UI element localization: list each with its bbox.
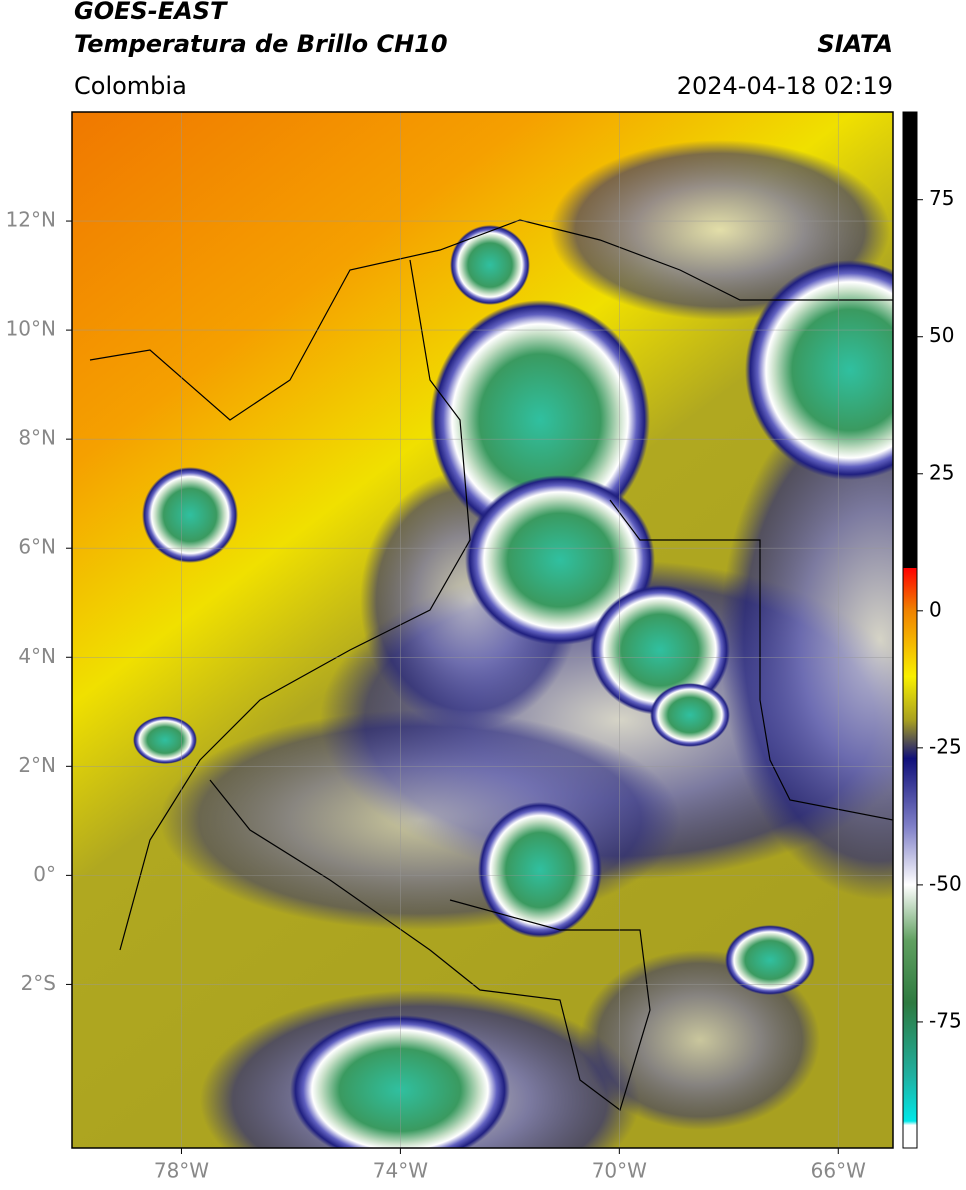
y-tick-label: 2°N <box>18 753 56 777</box>
y-tick-label: 8°N <box>18 426 56 450</box>
x-tick-label: 70°W <box>592 1159 647 1183</box>
subtitle: Temperatura de Brillo CH10 <box>74 30 448 58</box>
x-tick-label: 78°W <box>154 1159 209 1183</box>
y-tick-label: 6°N <box>18 535 56 559</box>
y-tick-label: 2°S <box>21 971 56 995</box>
colorbar-tick-label: -25 <box>929 734 962 758</box>
timestamp: 2024-04-18 02:19 <box>677 72 893 100</box>
y-tick-label: 12°N <box>6 208 56 232</box>
satellite-image <box>72 112 893 1148</box>
colorbar <box>902 111 918 1149</box>
x-tick-label: 66°W <box>811 1159 866 1183</box>
map-frame <box>71 111 894 1149</box>
grid <box>72 112 893 1148</box>
y-tick-label: 4°N <box>18 644 56 668</box>
title: GOES-EAST <box>74 0 228 25</box>
y-tick-label: 10°N <box>6 317 56 341</box>
y-tick-label: 0° <box>33 862 56 886</box>
region: Colombia <box>74 72 187 100</box>
colorbar-tick-label: 75 <box>929 186 954 210</box>
colorbar-tick-label: 50 <box>929 323 954 347</box>
colorbar-tick-label: -50 <box>929 871 962 895</box>
colorbar-tick-label: -75 <box>929 1008 962 1032</box>
x-tick-label: 74°W <box>373 1159 428 1183</box>
colorbar-tick-label: 25 <box>929 460 954 484</box>
colorbar-tick-label: 0 <box>929 597 942 621</box>
source: SIATA <box>817 30 893 58</box>
